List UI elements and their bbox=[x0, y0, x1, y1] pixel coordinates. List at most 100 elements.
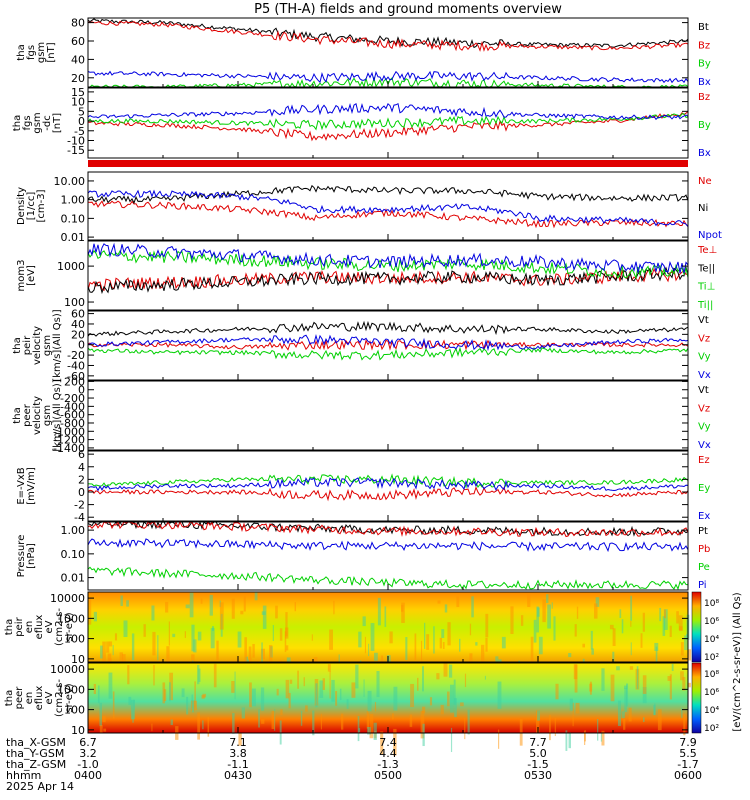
spectrogram-streak bbox=[333, 600, 335, 615]
spectrogram-streak bbox=[669, 625, 672, 638]
spectrogram-streak bbox=[234, 671, 236, 700]
series-vy-line bbox=[87, 346, 689, 361]
spectrogram-streak bbox=[443, 663, 448, 677]
spectrogram-streak bbox=[454, 698, 457, 718]
series-pe-line bbox=[87, 566, 689, 591]
spectrogram-streak bbox=[535, 710, 540, 733]
y-axis-label: peir bbox=[14, 616, 25, 636]
series-pb-line bbox=[87, 520, 689, 538]
spectrogram-streak bbox=[373, 722, 377, 740]
series-bt-line bbox=[87, 18, 689, 49]
spectrogram-streak bbox=[165, 601, 169, 613]
spectrogram-streak bbox=[320, 713, 322, 730]
spectrogram-streak bbox=[498, 729, 500, 749]
y-tick-label: 0.01 bbox=[61, 572, 86, 585]
spectrogram-streak bbox=[114, 633, 118, 641]
spectrogram-streak bbox=[284, 627, 289, 639]
legend-entry: Vt bbox=[698, 315, 709, 326]
spectrogram-streak bbox=[609, 624, 614, 630]
spectrogram-streak bbox=[231, 681, 235, 693]
spectrogram-streak bbox=[555, 683, 559, 700]
spectrogram-streak bbox=[99, 725, 103, 734]
spectrogram-streak bbox=[542, 599, 546, 623]
spectrogram-streak bbox=[659, 607, 662, 622]
spectrogram-streak bbox=[331, 679, 335, 702]
spectrogram-streak bbox=[207, 717, 210, 737]
y-axis-label: [1/cc] bbox=[26, 192, 37, 221]
spectrogram-streak bbox=[261, 642, 263, 665]
spectrogram-streak bbox=[630, 595, 633, 621]
spectrogram-streak bbox=[258, 709, 260, 728]
spectrogram-streak bbox=[93, 611, 97, 622]
y-tick-label: 0.10 bbox=[61, 212, 86, 225]
y-tick-label: 1.00 bbox=[61, 524, 86, 537]
spectrogram-streak bbox=[546, 594, 549, 604]
date-label: 2025 Apr 14 bbox=[6, 780, 74, 793]
panel-density: 10.00 1.00 0.10 0.01 Density [1/cc] [cm-3] Ne Ni… bbox=[16, 171, 722, 244]
colorbar-tick-label: 10⁶ bbox=[704, 688, 719, 698]
y-tick-label: -15 bbox=[67, 144, 85, 157]
x-tick-label: -1.7 bbox=[677, 758, 698, 771]
y-axis-label: eV bbox=[44, 691, 55, 704]
panel-fgs-total: 80 60 40 20 tha fgs gsm [nT] Bt Bz By Bx bbox=[16, 17, 711, 89]
spectrogram-streak bbox=[376, 671, 380, 698]
y-tick-label: 0 bbox=[78, 339, 85, 352]
legend-entry: Vy bbox=[698, 352, 711, 363]
spectrogram-streak bbox=[405, 637, 408, 661]
y-axis-label: velocity bbox=[32, 326, 43, 365]
spectrogram-streak bbox=[172, 633, 176, 638]
spectrogram-streak bbox=[88, 597, 92, 625]
spectrogram-streak bbox=[170, 719, 173, 726]
spectrogram-streak bbox=[294, 602, 297, 612]
y-tick-label: 10 bbox=[71, 653, 85, 666]
y-axis-label: (cm2-s- bbox=[54, 679, 65, 717]
spectrogram-streak bbox=[537, 607, 540, 617]
series-ez-line bbox=[87, 486, 689, 502]
y-axis-label: en bbox=[24, 692, 35, 705]
y-tick-label: -200 bbox=[60, 392, 85, 405]
spectrogram-streak bbox=[368, 643, 370, 657]
y-axis-label: peer bbox=[22, 403, 33, 427]
x-row-label: hhmm bbox=[6, 769, 41, 782]
spectrogram-streak bbox=[642, 687, 647, 704]
spectrogram-streak bbox=[311, 634, 313, 641]
y-tick-label: -2 bbox=[74, 499, 85, 512]
y-tick-label: 0 bbox=[78, 384, 85, 397]
spectrogram-streak bbox=[624, 688, 627, 712]
y-tick-label: 80 bbox=[71, 17, 85, 30]
spectrogram-streak bbox=[244, 637, 247, 663]
spectrogram-streak bbox=[128, 696, 132, 706]
y-axis-label: gsm bbox=[36, 42, 47, 63]
spectrogram-streak bbox=[459, 638, 461, 652]
spectrogram-streak bbox=[216, 640, 219, 660]
spectrogram-streak bbox=[610, 674, 615, 702]
colorbar-tick-label: 10⁶ bbox=[704, 617, 719, 627]
spectrogram-streak bbox=[601, 730, 605, 746]
spectrogram-streak bbox=[678, 615, 683, 631]
y-axis-label: fgs bbox=[22, 115, 33, 130]
spectrogram-streak bbox=[288, 692, 291, 709]
spectrogram-streak bbox=[630, 642, 632, 656]
spectrogram-streak bbox=[582, 658, 585, 664]
spectrogram-streak bbox=[444, 604, 448, 613]
series-vx-line bbox=[87, 333, 689, 352]
spectrogram-streak bbox=[679, 626, 683, 632]
spectrogram-streak bbox=[181, 688, 185, 698]
spectrogram-streak bbox=[112, 691, 115, 719]
legend-entry: Vz bbox=[698, 333, 710, 344]
y-tick-label: 2 bbox=[78, 473, 85, 486]
spectrogram-streak bbox=[589, 683, 593, 692]
spectrogram-streak bbox=[130, 699, 135, 720]
spectrogram-streak bbox=[590, 630, 593, 650]
legend-entry: Te|| bbox=[697, 263, 715, 274]
colorbar-strip bbox=[691, 662, 702, 734]
spectrogram-streak bbox=[636, 666, 639, 690]
spectrogram-streak bbox=[460, 702, 464, 707]
spectrogram-streak bbox=[527, 592, 531, 607]
spectrogram-streak bbox=[346, 699, 349, 709]
y-tick-label: 1.00 bbox=[61, 194, 86, 207]
spectrogram-streak bbox=[450, 684, 454, 713]
y-axis-label: [eV] bbox=[26, 265, 37, 286]
